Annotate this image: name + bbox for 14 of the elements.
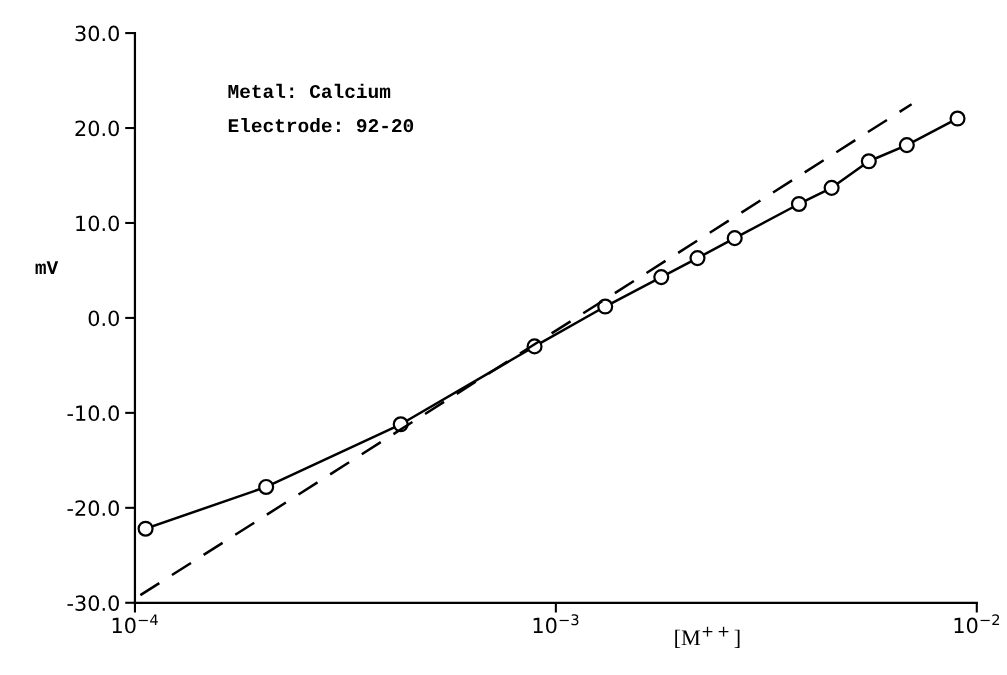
y-tick-label: -10.0: [67, 405, 119, 422]
x-axis-title: [M$^{++}$]: [675, 626, 740, 649]
y-tick-label: -30.0: [67, 595, 119, 611]
y-tick-label: 30.0: [75, 25, 119, 42]
y-tick-label: 20.0: [75, 120, 119, 137]
annotation: Electrode: 92-20: [228, 118, 414, 133]
y-tick-label: -20.0: [67, 500, 119, 517]
y-axis-title: mV: [35, 261, 59, 275]
annotation: Metal: Calcium: [228, 83, 391, 99]
x-tick-label: 10$^{−2}$: [954, 614, 1000, 634]
y-tick-label: 0.0: [88, 310, 119, 327]
y-tick-label: 10.0: [76, 215, 119, 232]
x-tick-label: 10$^{−4}$: [112, 614, 158, 634]
x-tick-label: 10$^{−3}$: [533, 614, 579, 634]
